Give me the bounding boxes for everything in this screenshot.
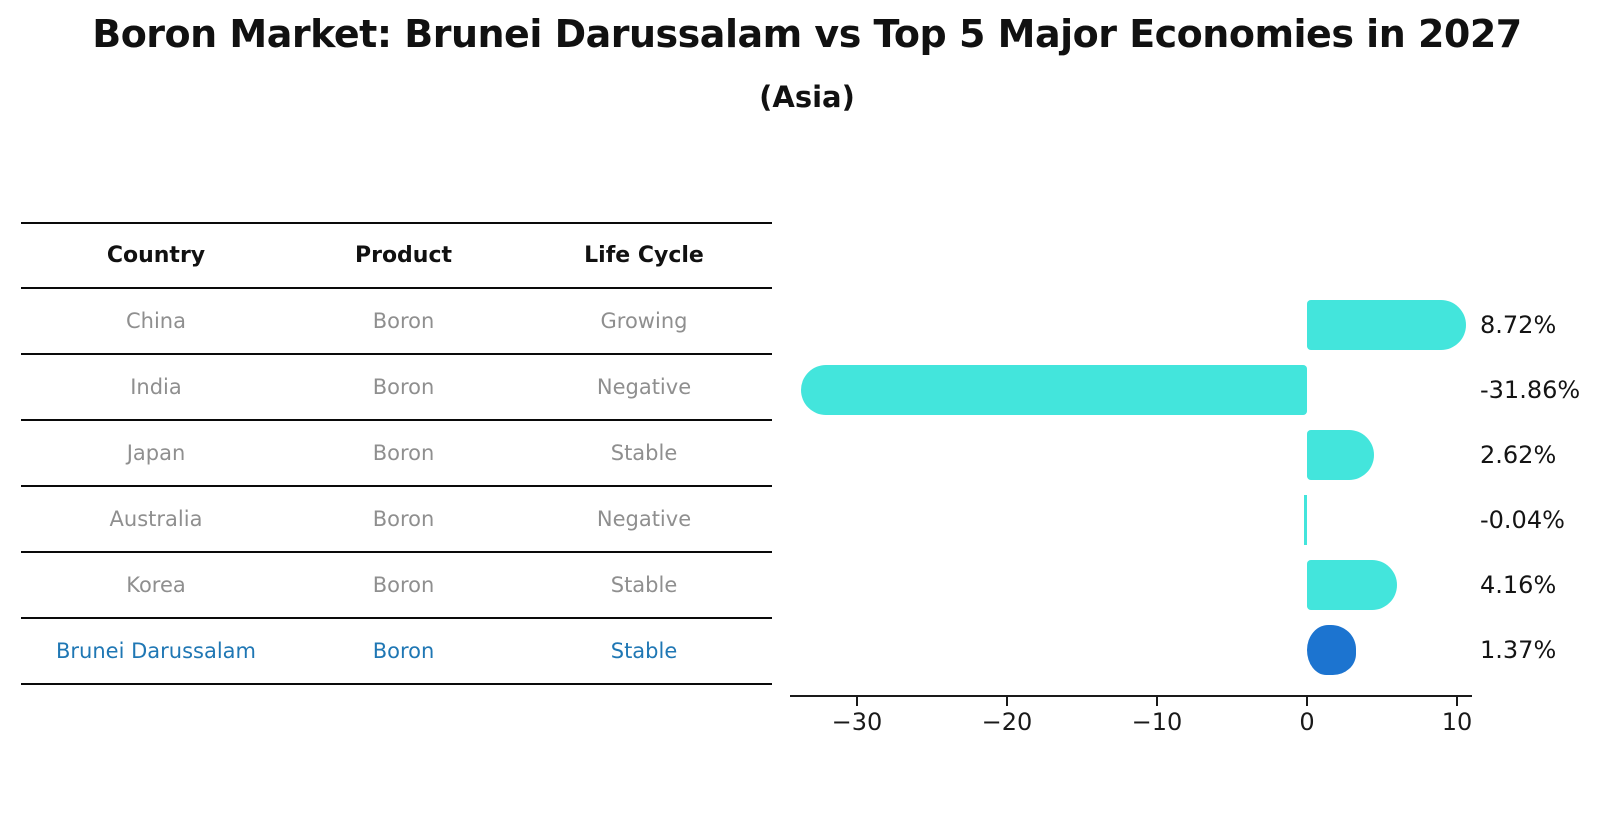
x-axis-tick xyxy=(1306,697,1308,706)
table-row: Korea Boron Stable xyxy=(21,553,772,619)
column-header-country: Country xyxy=(106,243,206,268)
cell-life-cycle: Stable xyxy=(610,639,678,663)
cell-product: Boron xyxy=(372,573,435,597)
bar-china xyxy=(1307,300,1466,350)
x-axis-tick-label: −10 xyxy=(1131,708,1183,736)
bar-australia xyxy=(1304,495,1307,545)
cell-life-cycle: Growing xyxy=(600,309,688,333)
cell-country: Australia xyxy=(109,507,203,531)
value-label: -31.86% xyxy=(1480,376,1581,404)
table-header-row: Country Product Life Cycle xyxy=(21,222,772,289)
cell-product: Boron xyxy=(372,639,435,663)
table-row: Australia Boron Negative xyxy=(21,487,772,553)
bar-japan xyxy=(1307,430,1375,480)
x-axis-tick-label: 10 xyxy=(1441,708,1473,736)
x-axis-tick xyxy=(1006,697,1008,706)
cell-life-cycle: Stable xyxy=(610,441,678,465)
cell-country: Japan xyxy=(126,441,186,465)
chart-title: Boron Market: Brunei Darussalam vs Top 5… xyxy=(92,12,1522,56)
cell-life-cycle: Stable xyxy=(610,573,678,597)
bar-brunei-darussalam xyxy=(1307,625,1356,675)
value-label: 4.16% xyxy=(1480,571,1557,599)
bar-india xyxy=(801,365,1307,415)
x-axis-tick-label: −30 xyxy=(831,708,883,736)
value-label: 8.72% xyxy=(1480,311,1557,339)
cell-product: Boron xyxy=(372,309,435,333)
comparison-table: Country Product Life Cycle China Boron Growin… xyxy=(21,222,772,685)
x-axis-tick-label: 0 xyxy=(1299,708,1315,736)
cell-product: Boron xyxy=(372,375,435,399)
cell-life-cycle: Negative xyxy=(596,375,692,399)
x-axis-tick xyxy=(1156,697,1158,706)
cell-product: Boron xyxy=(372,441,435,465)
x-axis-tick xyxy=(856,697,858,706)
bar-korea xyxy=(1307,560,1398,610)
table-row: Japan Boron Stable xyxy=(21,421,772,487)
value-label: 1.37% xyxy=(1480,636,1557,664)
column-header-life-cycle: Life Cycle xyxy=(584,243,704,268)
cell-life-cycle: Negative xyxy=(596,507,692,531)
value-label: -0.04% xyxy=(1480,506,1565,534)
cell-product: Boron xyxy=(372,507,435,531)
value-label: 2.62% xyxy=(1480,441,1557,469)
cell-country: China xyxy=(126,309,186,333)
cell-country: Korea xyxy=(126,573,186,597)
cell-country: Brunei Darussalam xyxy=(56,639,256,663)
table-row: Brunei Darussalam Boron Stable xyxy=(21,619,772,685)
x-axis-tick xyxy=(1456,697,1458,706)
x-axis-tick-label: −20 xyxy=(981,708,1033,736)
x-axis-line xyxy=(790,695,1472,697)
chart-subtitle: (Asia) xyxy=(759,80,855,114)
table-row: India Boron Negative xyxy=(21,355,772,421)
column-header-product: Product xyxy=(354,243,453,268)
cell-country: India xyxy=(130,375,182,399)
table-row: China Boron Growing xyxy=(21,289,772,355)
